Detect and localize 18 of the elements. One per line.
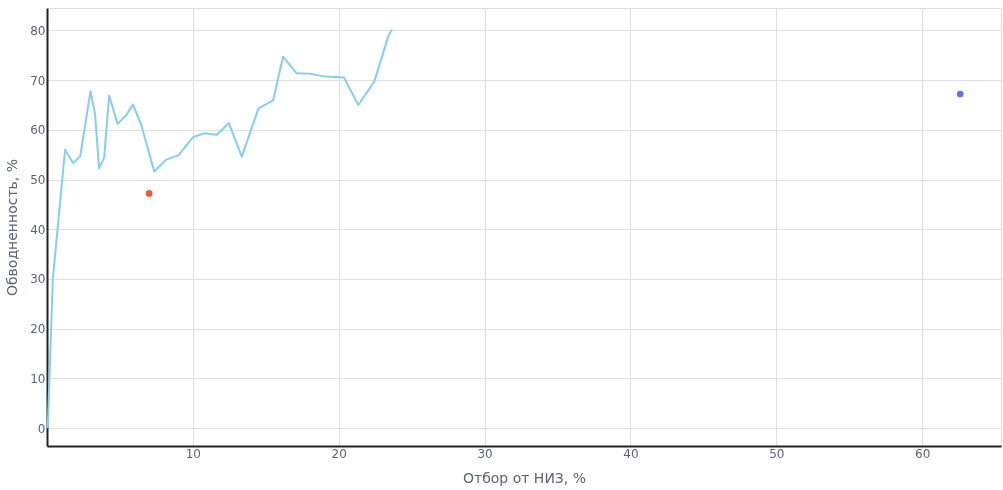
y-tick-label: 40: [30, 222, 46, 237]
x-tick-label: 50: [769, 446, 785, 461]
x-tick-label: 10: [185, 446, 202, 461]
x-tick-label: 40: [623, 446, 639, 461]
x-axis-title: Отбор от НИЗ, %: [462, 469, 587, 486]
y-tick-label: 60: [30, 123, 46, 138]
y-tick-label: 70: [30, 73, 46, 88]
y-axis-title: Обводненность, %: [4, 158, 21, 297]
y-tick-label: 20: [30, 322, 46, 337]
x-tick-label: 30: [477, 446, 493, 461]
y-tick-label: 10: [30, 371, 46, 386]
line-series: [46, 28, 393, 430]
y-tick-label: 0: [37, 421, 46, 436]
x-tick-label: 20: [331, 446, 347, 461]
y-tick-label: 30: [30, 272, 46, 287]
y-tick-label: 80: [30, 23, 46, 38]
y-tick-label: 50: [30, 173, 46, 188]
x-tick-label: 60: [915, 446, 931, 461]
